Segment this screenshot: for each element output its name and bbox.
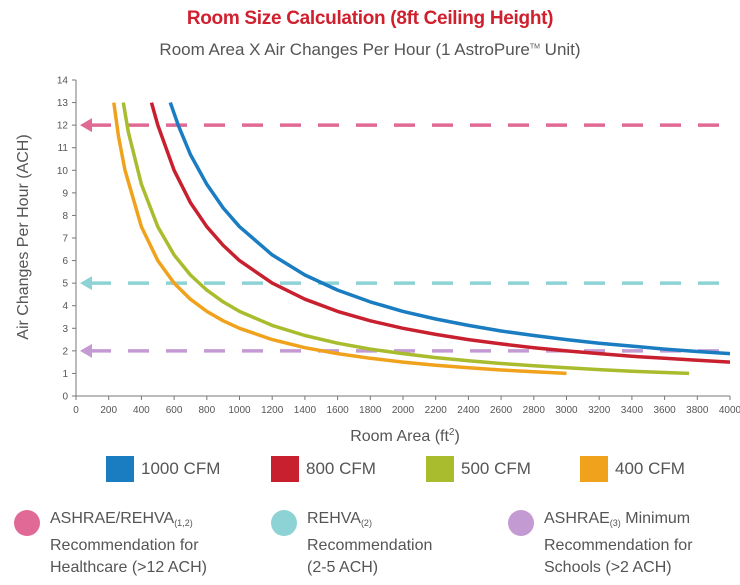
rec-line1: ASHRAE/REHVA (50, 510, 175, 527)
axes (72, 79, 731, 400)
rec-line1: ASHRAE (544, 510, 610, 527)
x-tick-label: 1600 (326, 405, 349, 416)
y-tick-label: 5 (62, 279, 68, 290)
x-tick-label: 0 (73, 405, 79, 416)
x-axis-label-sup: 2 (449, 427, 455, 438)
rec-line2: Recommendation for (544, 536, 693, 554)
legend-item-500-cfm: 500 CFM (426, 456, 531, 482)
chart-title: Room Size Calculation (8ft Ceiling Heigh… (186, 8, 554, 29)
recommendation-text: REHVA(2) Recommendation (2-5 ACH) (307, 508, 432, 580)
x-tick-label: 2400 (457, 405, 480, 416)
rehva-dot-icon (271, 510, 297, 536)
x-tick-label: 4000 (719, 405, 740, 416)
reference-arrow-icon (80, 118, 92, 133)
legend-label: 800 CFM (306, 459, 376, 478)
legend-label: 400 CFM (615, 459, 685, 478)
x-axis-label-text: Room Area (ft (350, 428, 449, 445)
x-tick-label: 600 (166, 405, 183, 416)
rec-line3: Schools (>2 ACH) (544, 559, 672, 576)
trademark-mark: TM (529, 43, 540, 51)
x-tick-label: 200 (100, 405, 117, 416)
x-tick-label: 2600 (490, 405, 513, 416)
y-tick-label: 13 (57, 98, 69, 109)
legend-swatch (426, 456, 454, 482)
x-tick-label: 3400 (621, 405, 644, 416)
chart-subtitle: Room Area X Air Changes Per Hour (1 Astr… (0, 40, 740, 60)
rec-line3: Healthcare (>12 ACH) (50, 559, 207, 576)
x-tick-label: 1000 (228, 405, 251, 416)
x-tick-label: 3600 (653, 405, 676, 416)
x-tick-label: 800 (198, 405, 215, 416)
x-tick-label: 1200 (261, 405, 284, 416)
rec-line2: Recommendation (307, 536, 433, 554)
legend-item-1000-cfm: 1000 CFM (106, 456, 220, 482)
y-axis-label: Air Changes Per Hour (ACH) (15, 134, 32, 339)
x-tick-label: 1400 (294, 405, 317, 416)
series-line-1000-cfm (168, 102, 731, 356)
legend-swatch (271, 456, 299, 482)
recommendation-text: ASHRAE/REHVA(1,2) Recommendation for Hea… (50, 508, 207, 580)
reference-arrow-icon (80, 276, 92, 291)
rec-citation: (2) (360, 518, 372, 528)
y-tick-label: 9 (62, 188, 68, 199)
y-tick-label: 7 (62, 234, 68, 245)
x-tick-label: 3800 (686, 405, 709, 416)
y-tick-label: 1 (62, 369, 68, 380)
y-tick-label: 14 (57, 76, 69, 87)
series-line-500-cfm (121, 102, 690, 376)
x-tick-label: 400 (133, 405, 150, 416)
rec-line2: Recommendation for (50, 536, 199, 554)
reference-arrow-icon (80, 343, 92, 358)
legend-label: 1000 CFM (141, 459, 221, 478)
recommendation-text: ASHRAE(3) Minimum Recommendation for Sch… (544, 508, 693, 580)
legend-item-400-cfm: 400 CFM (580, 456, 685, 482)
y-tick-label: 4 (62, 301, 68, 312)
healthcare-dot-icon (14, 510, 40, 536)
x-tick-label: 1800 (359, 405, 382, 416)
x-tick-label: 3200 (588, 405, 611, 416)
y-tick-label: 12 (57, 121, 69, 132)
y-tick-label: 6 (62, 256, 68, 267)
x-axis-label-end: ) (454, 428, 459, 445)
rec-line1: REHVA (307, 510, 361, 527)
rec-citation: (1,2) (174, 518, 193, 528)
series-lines (112, 102, 731, 376)
rec-line1-end: Minimum (620, 510, 691, 527)
legend-swatch (580, 456, 608, 482)
series-line-400-cfm (112, 102, 567, 376)
y-tick-label: 3 (62, 324, 68, 335)
x-axis-label: Room Area (ft2) (350, 427, 460, 445)
x-tick-label: 3000 (555, 405, 578, 416)
series-line-800-cfm (149, 102, 731, 364)
y-tick-label: 8 (62, 211, 68, 222)
x-tick-label: 2000 (392, 405, 415, 416)
subtitle-text: Room Area X Air Changes Per Hour (1 Astr… (159, 40, 530, 59)
y-tick-label: 2 (62, 346, 68, 357)
y-tick-label: 11 (58, 143, 69, 154)
x-tick-label: 2200 (425, 405, 448, 416)
x-tick-label: 2800 (523, 405, 546, 416)
reference-lines (80, 118, 730, 358)
legend-swatch (106, 456, 134, 482)
y-tick-label: 10 (57, 166, 69, 177)
legend-label: 500 CFM (461, 459, 531, 478)
y-tick-label: 0 (62, 392, 68, 403)
schools-dot-icon (508, 510, 534, 536)
subtitle-end: Unit) (539, 40, 581, 59)
legend-item-800-cfm: 800 CFM (271, 456, 376, 482)
rec-citation: (3) (609, 518, 621, 528)
rec-line3: (2-5 ACH) (307, 559, 379, 576)
